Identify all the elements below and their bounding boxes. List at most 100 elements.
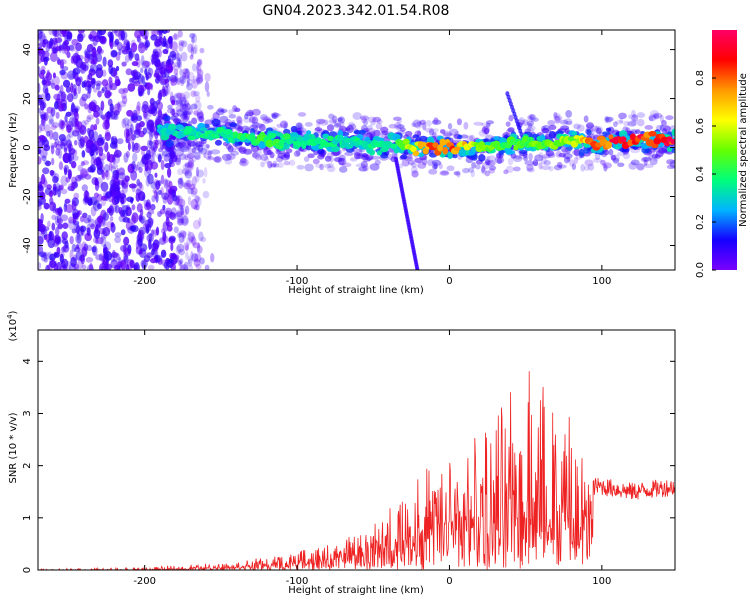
spectrogram-cell xyxy=(154,254,163,263)
spectrogram-cell xyxy=(183,110,190,121)
colorbar: 0.0 0.2 0.4 0.6 0.8 Normalized spectral ampl… xyxy=(695,30,749,278)
spectrogram-cell xyxy=(109,189,113,197)
spectrogram-cell xyxy=(488,168,496,174)
spectrogram-cell xyxy=(110,165,117,174)
y-tick-label: 40 xyxy=(22,43,33,56)
spectrogram-cell xyxy=(553,164,563,171)
spectrogram-cell xyxy=(127,141,131,151)
spectrogram-cell xyxy=(190,46,194,58)
spectrogram-cell xyxy=(45,160,52,167)
spectrogram-cell xyxy=(98,107,103,118)
spectrogram-cell xyxy=(157,153,162,163)
spectrogram-cell xyxy=(475,164,481,170)
spectrogram-cell xyxy=(315,163,323,168)
spectrogram-cell xyxy=(159,69,164,81)
spectrogram-cell xyxy=(110,50,118,58)
spectrogram-cell xyxy=(132,152,138,163)
spectrogram-cell xyxy=(344,151,354,156)
spectrogram-cell xyxy=(183,91,190,100)
spectrogram-cell xyxy=(355,163,366,168)
spectrogram-cell xyxy=(636,163,645,171)
spectrogram-cell xyxy=(240,157,247,164)
spectrogram-cell xyxy=(93,192,99,198)
spectrogram-cell xyxy=(142,109,149,118)
spectrogram-cell xyxy=(183,182,191,190)
spectrogram-cell xyxy=(198,115,205,123)
spectrogram-cell xyxy=(184,68,190,80)
spectrogram-cell xyxy=(636,112,646,119)
spectrogram-cell xyxy=(46,184,52,190)
spectrogram-cell xyxy=(140,217,145,225)
spectrogram-cell xyxy=(466,135,474,142)
spectrogram-cell xyxy=(121,182,129,194)
spectrogram-cell xyxy=(81,184,88,192)
spectrogram-cell xyxy=(73,88,77,97)
spectrogram-cell xyxy=(161,30,168,35)
spectrogram-cell xyxy=(432,132,437,137)
spectrogram-cell xyxy=(161,235,169,244)
spectrogram-cell xyxy=(367,116,377,123)
spectrogram-cell xyxy=(316,121,321,128)
spectrogram-cell xyxy=(161,41,167,47)
spectrogram-cell xyxy=(87,214,92,223)
spectrogram-cell xyxy=(170,108,176,116)
spectrogram-cell xyxy=(196,59,202,67)
spectrogram-cell xyxy=(181,68,189,75)
spectrogram-cell xyxy=(573,123,581,129)
spectrogram-cell xyxy=(179,216,184,224)
spectrogram-cell xyxy=(538,162,543,170)
spectrogram-cell xyxy=(159,88,168,97)
spectrogram-cell xyxy=(157,101,164,111)
spectrogram-cell xyxy=(341,131,350,137)
spectrogram-cell xyxy=(144,111,148,119)
spectrogram-cell xyxy=(74,178,78,188)
snr-y-scale-suffix: ) xyxy=(8,310,19,314)
spectrogram-cell xyxy=(239,158,249,167)
spectrogram-cell xyxy=(359,115,369,121)
spectrogram-cell xyxy=(113,114,119,121)
spectrogram-cell xyxy=(410,146,417,153)
spectrogram-cell xyxy=(526,127,535,133)
spectrogram-cell xyxy=(322,133,330,139)
spectrogram-cell xyxy=(380,126,389,133)
spectrogram-cell xyxy=(176,210,185,217)
spectrogram-cell xyxy=(152,139,161,146)
spectrogram-cell xyxy=(42,179,48,189)
spectrogram-cell xyxy=(47,220,51,228)
spectrogram-cell xyxy=(649,110,659,118)
spectrogram-cell xyxy=(400,154,408,160)
spectrogram-cell xyxy=(205,149,213,156)
spectrogram-cell xyxy=(192,75,197,84)
spectrogram-cell xyxy=(258,123,266,132)
spectrogram-cell xyxy=(177,198,186,208)
spectrogram-cell xyxy=(237,125,244,132)
spectrogram-cell xyxy=(142,127,147,135)
spectrogram-cell xyxy=(523,156,528,162)
spectrogram-cell xyxy=(531,161,539,167)
spectrogram-cell xyxy=(360,160,368,169)
spectrogram-cell xyxy=(170,242,174,252)
spectrogram-cell xyxy=(486,160,496,167)
spectrogram-cell xyxy=(72,68,76,79)
spectrogram-cell xyxy=(51,214,57,220)
spectrogram-cell xyxy=(67,169,73,180)
spectrogram-cell xyxy=(67,143,74,152)
spectrogram-cell xyxy=(125,150,130,158)
spectrogram-cell xyxy=(529,114,535,121)
spectrogram-cell xyxy=(171,34,180,41)
spectrogram-cell xyxy=(187,71,195,82)
spectrogram-cell xyxy=(419,119,427,125)
spectrogram-cell xyxy=(447,122,453,130)
spectrogram-cell xyxy=(38,176,42,186)
spectrogram-cell xyxy=(105,170,109,178)
spectrogram-cell xyxy=(331,145,340,153)
spectrogram-cell xyxy=(48,30,54,36)
spectrogram-cell xyxy=(163,261,168,269)
spectrogram-cell xyxy=(59,30,66,35)
spectrogram-cell xyxy=(610,154,617,161)
spectrogram-cell xyxy=(86,264,94,270)
spectrogram-cell xyxy=(100,235,107,247)
spectrogram-cell xyxy=(156,152,164,160)
